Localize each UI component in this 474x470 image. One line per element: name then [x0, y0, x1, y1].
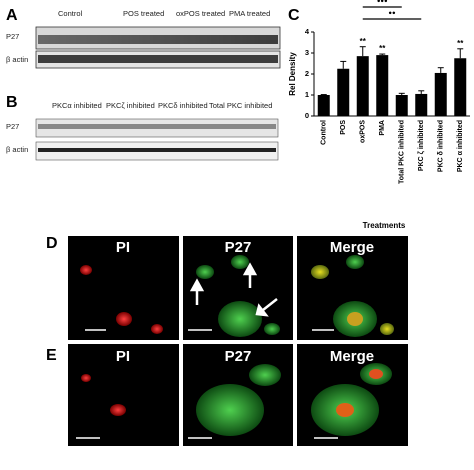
panel-title: P27 — [225, 239, 252, 256]
x-tick-label: Total PKC inhibited — [399, 120, 406, 184]
row-label: β actin — [6, 145, 28, 154]
lane-label: PKCδ inhibited — [158, 101, 208, 110]
row-label: P27 — [6, 32, 19, 41]
bar — [454, 58, 467, 116]
panel-letter: C — [288, 7, 300, 24]
micrograph — [68, 344, 179, 446]
y-tick-label: 4 — [305, 27, 310, 36]
panel-letter: D — [46, 235, 58, 252]
x-tick-label: oxPOS — [360, 120, 367, 143]
y-tick-label: 2 — [305, 69, 309, 78]
lane-label: Control — [58, 9, 83, 18]
arrows — [189, 262, 278, 317]
bar — [415, 93, 428, 116]
row-label: P27 — [6, 122, 19, 131]
lane-label: oxPOS treated — [176, 9, 225, 18]
x-tick-label: PKC δ inhibited — [438, 120, 445, 172]
band — [38, 55, 278, 63]
bar — [376, 55, 389, 116]
cells — [80, 255, 394, 337]
panel-title: Merge — [330, 239, 374, 256]
comparison-label: ●●● — [377, 0, 388, 5]
band — [38, 124, 276, 129]
lane-label: PKCζ inhibited — [106, 101, 155, 110]
y-tick-label: 1 — [305, 90, 309, 99]
significance-label: ** — [457, 39, 464, 48]
cells — [81, 363, 392, 436]
x-axis-label: Treatments — [363, 221, 406, 230]
significance-label: ** — [360, 37, 367, 46]
row-label: β actin — [6, 55, 28, 64]
lane-label: PKCα inhibited — [52, 101, 102, 110]
bar — [317, 95, 330, 116]
panel-letter: B — [6, 94, 18, 111]
y-tick-label: 0 — [305, 111, 309, 120]
band — [38, 148, 276, 152]
bar — [434, 72, 447, 116]
x-tick-label: POS — [340, 120, 347, 135]
panel-title: Merge — [330, 348, 374, 365]
y-tick-label: 3 — [305, 48, 309, 57]
lane-label: POS treated — [123, 9, 164, 18]
x-tick-label: PKC ζ inhibited — [418, 120, 425, 171]
y-axis-label: Rel Density — [288, 52, 297, 96]
bar-chart: C Rel Density Treatments 0 1 2 3 4 Control POS… — [288, 0, 470, 230]
panel-title: PI — [116, 239, 130, 256]
x-tick-label: Control — [321, 120, 328, 145]
x-tick-label: PMA — [379, 120, 386, 136]
lane-label: Total PKC inhibited — [209, 101, 272, 110]
significance-label: ** — [379, 44, 386, 53]
panel-title: PI — [116, 348, 130, 365]
panel-letter: E — [46, 347, 57, 364]
x-tick-label: PKC α inhibited — [457, 120, 464, 172]
bar — [395, 95, 408, 116]
comparison-label: ●● — [388, 11, 396, 17]
lane-label: PMA treated — [229, 9, 270, 18]
panel-letter: A — [6, 7, 18, 24]
bar — [356, 56, 369, 116]
panel-title: P27 — [225, 348, 252, 365]
band — [38, 35, 278, 44]
bar — [337, 68, 350, 116]
